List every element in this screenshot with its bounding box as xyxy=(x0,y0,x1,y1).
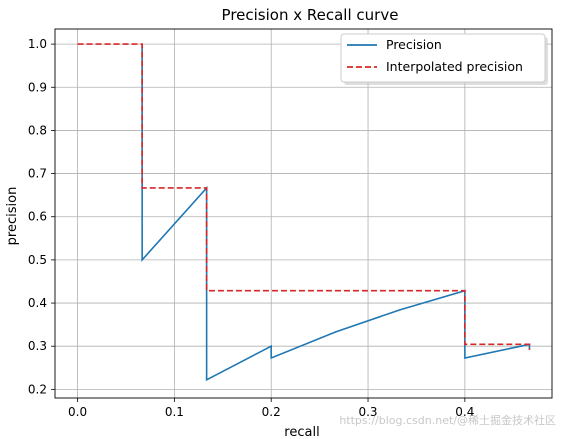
interpolated-precision-line xyxy=(77,43,531,350)
x-tick-label: 0.0 xyxy=(68,405,87,419)
y-tick-label: 0.9 xyxy=(28,80,47,94)
legend-label-precision: Precision xyxy=(386,37,442,52)
y-axis-label: precision xyxy=(5,187,20,246)
y-tick-label: 0.8 xyxy=(28,123,47,137)
y-tick-label: 1.0 xyxy=(28,37,47,51)
legend: Precision Interpolated precision xyxy=(340,33,548,85)
y-axis: 0.2 0.3 0.4 0.5 0.6 0.7 0.8 0.9 1.0 xyxy=(28,37,55,396)
x-tick-label: 0.3 xyxy=(358,405,377,419)
x-tick-label: 0.2 xyxy=(262,405,281,419)
plot-frame xyxy=(54,28,553,399)
y-tick-label: 0.3 xyxy=(28,339,47,353)
legend-box xyxy=(340,33,546,83)
x-axis: 0.0 0.1 0.2 0.3 0.4 xyxy=(68,398,474,419)
series-layer xyxy=(77,43,531,382)
y-tick-label: 0.2 xyxy=(28,382,47,396)
y-tick-label: 0.7 xyxy=(28,167,47,181)
x-tick-label: 0.4 xyxy=(455,405,474,419)
legend-label-interpolated: Interpolated precision xyxy=(386,59,523,74)
x-axis-label: recall xyxy=(284,425,319,439)
chart-title: Precision x Recall curve xyxy=(222,6,399,24)
watermark: https://blog.csdn.net/@稀土掘金技术社区 xyxy=(339,413,556,427)
grid xyxy=(55,29,552,398)
y-tick-label: 0.5 xyxy=(28,253,47,267)
y-tick-label: 0.4 xyxy=(28,296,47,310)
y-tick-label: 0.6 xyxy=(28,210,47,224)
x-tick-label: 0.1 xyxy=(165,405,184,419)
precision-line xyxy=(141,44,531,382)
